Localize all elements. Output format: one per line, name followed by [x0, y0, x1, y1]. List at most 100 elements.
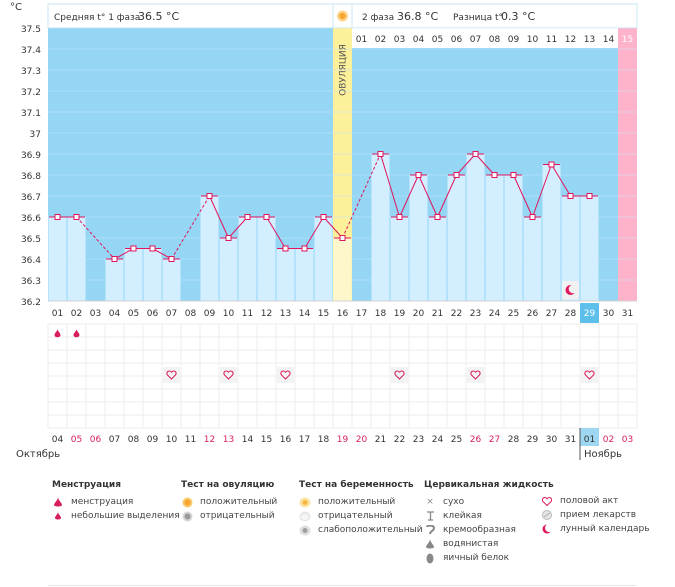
temp-bar — [276, 248, 295, 301]
calendar-date-label: 29 — [527, 435, 539, 445]
temp-bar — [238, 217, 257, 301]
temp-point — [225, 235, 232, 241]
moon-icon-cut — [568, 284, 578, 294]
current-day-highlight — [580, 303, 599, 323]
temp-point — [73, 214, 80, 220]
temp-point — [263, 214, 270, 220]
temp-line-segment — [228, 216, 248, 239]
temp-bar — [428, 217, 447, 301]
temp-bar — [409, 175, 428, 301]
sun-icon-core — [339, 12, 346, 20]
calendar-date-label: 08 — [128, 435, 140, 445]
footer-divider — [48, 585, 636, 586]
cycle-day-label: 28 — [565, 309, 577, 319]
legend-label: водянистая — [443, 539, 499, 549]
temp-bar — [447, 175, 466, 301]
temp-point — [54, 214, 61, 220]
calendar-date-label: 12 — [204, 435, 215, 445]
calendar-date-label: 09 — [147, 435, 159, 445]
calendar-date-label: 04 — [52, 435, 64, 445]
calendar-date-label: 05 — [71, 435, 82, 445]
cycle-day-label: 17 — [356, 309, 367, 319]
legend-title: Цервикальная жидкость — [424, 480, 554, 490]
temp-line-segment — [323, 216, 343, 239]
legend-label: отрицательный — [318, 511, 393, 521]
temp-line-segment — [475, 153, 495, 176]
calendar-date-label: 18 — [318, 435, 330, 445]
y-tick-label: 36.7 — [21, 193, 41, 203]
phase2-day-label: 02 — [375, 35, 386, 45]
legend-ovulation-test: Тест на овуляцию положительный отрицател… — [181, 480, 277, 523]
legend-label: яичный белок — [443, 553, 510, 563]
temp-point — [111, 256, 118, 262]
phase2-day-label: 04 — [413, 35, 425, 45]
calendar-date-label: 26 — [470, 435, 482, 445]
y-tick-label: 36.2 — [21, 298, 41, 308]
temp-point — [320, 214, 327, 220]
calendar-date-label: 31 — [565, 435, 576, 445]
temp-point — [548, 161, 555, 168]
calendar-date-label: 24 — [432, 435, 444, 445]
cycle-day-label: 09 — [204, 309, 216, 319]
y-tick-label: 37.4 — [21, 46, 41, 56]
temp-point — [529, 214, 536, 220]
calendar-date-label: 27 — [489, 435, 500, 445]
menstruation-drop-icon — [54, 329, 61, 338]
calendar-date-label: 16 — [280, 435, 292, 445]
calendar-date-label: 17 — [299, 435, 310, 445]
phase2-last-day-column — [618, 28, 637, 301]
legend-item: положительный — [181, 495, 277, 509]
legend-label: прием лекарств — [560, 510, 637, 520]
cycle-day-label: 22 — [451, 309, 462, 319]
phase2-day-label: 13 — [584, 35, 595, 45]
temp-line-segment — [76, 216, 115, 260]
y-tick-label: 36.4 — [21, 256, 41, 266]
legend-item: лунный календарь — [541, 522, 650, 536]
legend-label: слабоположительный — [318, 525, 423, 535]
cycle-day-label: 15 — [318, 309, 329, 319]
phase2-day-label: 14 — [603, 35, 615, 45]
moon-icon — [541, 523, 553, 535]
ovulation-label: ОВУЛЯЦИЯ — [339, 44, 349, 96]
temp-line-segment — [418, 174, 438, 218]
legend-label: сухо — [443, 497, 465, 507]
heart-icon — [584, 370, 595, 380]
temp-bar — [105, 259, 124, 301]
temp-point — [453, 172, 460, 178]
phase2-day-label: 09 — [508, 35, 520, 45]
temp-line-segment — [532, 164, 552, 218]
legend-item: яичный белок — [424, 551, 554, 565]
cycle-day-label: 02 — [71, 309, 82, 319]
calendar-date-label: 21 — [375, 435, 386, 445]
cycle-day-label: 01 — [52, 309, 63, 319]
phase2-value: 36.8 °C — [397, 10, 438, 23]
legend-item: небольшие выделения — [52, 509, 180, 523]
temp-line-segment — [266, 216, 286, 249]
phase2-box — [351, 3, 638, 29]
temp-line-segment — [342, 153, 381, 239]
phase2-day-label: 05 — [432, 35, 443, 45]
temp-bar — [333, 238, 352, 301]
temp-point — [282, 245, 289, 252]
temp-line-segment — [171, 195, 210, 260]
temp-bar — [295, 248, 314, 301]
phase1-box — [47, 3, 334, 29]
legend-item: положительный — [299, 495, 423, 509]
heart-cell — [581, 367, 598, 383]
temp-point — [301, 245, 308, 252]
phase1-label: Средняя t° 1 фаза — [54, 13, 140, 23]
temp-bar — [200, 196, 219, 301]
cycle-day-label: 08 — [185, 309, 197, 319]
temp-point — [206, 193, 213, 199]
sun-negative-icon — [181, 510, 193, 522]
calendar-date-label: 02 — [603, 435, 614, 445]
cycle-day-label: 14 — [299, 309, 311, 319]
legend-item: × сухо — [424, 495, 554, 509]
cycle-day-label: 29 — [584, 309, 596, 319]
legend-label: положительный — [318, 497, 396, 507]
temp-bar — [314, 217, 333, 301]
temp-point — [510, 172, 517, 178]
calendar-date-label: 30 — [546, 435, 558, 445]
y-tick-label: 37.1 — [21, 109, 41, 119]
temp-point — [434, 214, 441, 220]
